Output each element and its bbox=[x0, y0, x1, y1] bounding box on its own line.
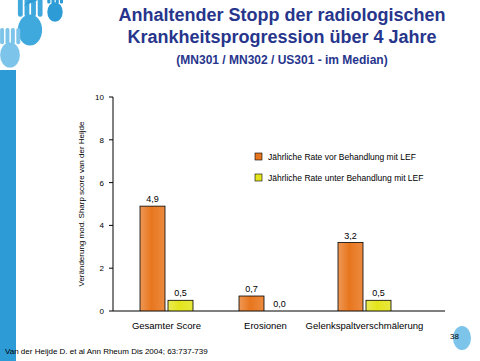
hand-palm bbox=[0, 42, 20, 67]
bar bbox=[239, 296, 264, 311]
bar bbox=[366, 300, 391, 311]
data-label: 0,5 bbox=[174, 288, 187, 298]
bar bbox=[338, 243, 363, 311]
data-label: 4,9 bbox=[146, 194, 159, 204]
subtitle: (MN301 / MN302 / US301 - im Median) bbox=[176, 53, 387, 67]
hand-finger bbox=[52, 0, 55, 4]
y-tick-label: 8 bbox=[100, 136, 105, 145]
title: Anhaltender Stopp der radiologischen bbox=[118, 5, 445, 25]
hand-decoration bbox=[18, 0, 43, 45]
bar bbox=[168, 300, 193, 311]
side-band bbox=[0, 70, 16, 361]
data-labels: 4,9 0,7 3,2 0,5 0,0 0,5 bbox=[146, 194, 385, 309]
y-tick bbox=[109, 225, 113, 226]
source-note: Van der Heijde D. et al Ann Rheum Dis 20… bbox=[5, 347, 208, 356]
legend-swatch bbox=[255, 174, 262, 181]
bird-decoration bbox=[24, 0, 38, 6]
y-tick-label: 2 bbox=[100, 264, 105, 273]
y-tick bbox=[109, 182, 113, 183]
x-tick-label: Erosionen bbox=[244, 320, 287, 331]
legend-swatch bbox=[255, 153, 262, 160]
data-label: 0,0 bbox=[273, 299, 286, 309]
hand-palm bbox=[47, 2, 62, 22]
y-tick-label: 6 bbox=[100, 179, 105, 188]
y-axis bbox=[113, 97, 114, 311]
hand-finger bbox=[0, 28, 4, 44]
hand-palm bbox=[18, 15, 42, 46]
hand-finger bbox=[16, 28, 20, 44]
y-tick-label: 10 bbox=[95, 93, 104, 102]
y-tick bbox=[109, 268, 113, 269]
hand-finger bbox=[56, 0, 59, 4]
y-tick bbox=[109, 311, 113, 312]
y-tick-label: 4 bbox=[100, 221, 105, 230]
data-label: 0,7 bbox=[245, 284, 258, 294]
bar bbox=[267, 311, 292, 312]
data-label: 0,5 bbox=[372, 288, 385, 298]
hand-finger bbox=[47, 0, 50, 4]
background bbox=[0, 0, 480, 361]
data-label: 3,2 bbox=[344, 231, 357, 241]
y-tick-label: 0 bbox=[100, 307, 105, 316]
legend-label: Jährliche Rate unter Behandlung mit LEF bbox=[268, 173, 423, 183]
hand-finger bbox=[60, 0, 63, 4]
page-number: 38 bbox=[450, 332, 459, 341]
hand-finger bbox=[6, 28, 10, 44]
bars bbox=[140, 206, 391, 311]
y-axis-label: Veränderung mod. Sharp score van der Hei… bbox=[77, 121, 86, 287]
hand-finger bbox=[11, 28, 15, 44]
bar bbox=[140, 206, 165, 311]
hand-decoration bbox=[47, 0, 63, 22]
legend-label: Jährliche Rate vor Behandlung mit LEF bbox=[268, 152, 416, 162]
y-tick bbox=[109, 139, 113, 140]
y-tick bbox=[109, 97, 113, 98]
hand-finger bbox=[18, 0, 23, 17]
title: Krankheitsprogression über 4 Jahre bbox=[127, 27, 436, 47]
hand-decoration bbox=[0, 28, 20, 68]
hand-finger bbox=[38, 0, 43, 17]
x-tick-label: Gesamter Score bbox=[132, 320, 201, 331]
x-tick-label: Gelenkspaltverschmälerung bbox=[306, 320, 424, 331]
